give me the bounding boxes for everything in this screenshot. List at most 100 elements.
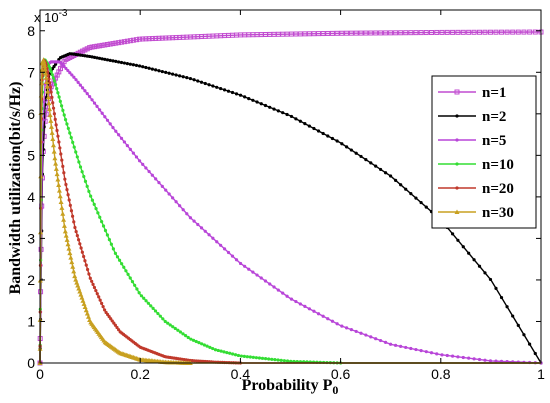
series-point <box>335 322 339 326</box>
series-point <box>108 122 112 126</box>
series-point <box>334 30 340 36</box>
series-point <box>527 29 533 35</box>
series-point <box>340 324 344 328</box>
series-point <box>383 340 388 345</box>
series-point <box>160 184 164 188</box>
series-point <box>121 39 127 45</box>
series-point <box>78 83 82 87</box>
series-point <box>63 118 68 122</box>
series-point <box>171 325 175 329</box>
series-point <box>51 76 55 80</box>
series-point <box>50 73 54 77</box>
series-point <box>340 142 344 146</box>
series-point <box>219 349 223 353</box>
series-point <box>71 214 75 218</box>
series-point <box>325 30 331 36</box>
y-axis-multiplier: x 10-3 <box>34 8 68 25</box>
series-point <box>329 30 335 36</box>
series-point <box>167 192 171 196</box>
series-point <box>515 29 521 35</box>
series-point <box>429 351 434 355</box>
series-point <box>66 246 72 251</box>
series-point <box>153 35 159 41</box>
series-point <box>213 348 218 352</box>
series-point <box>134 63 139 67</box>
series-point <box>53 82 58 87</box>
series-point <box>326 134 330 138</box>
series-point <box>90 279 94 283</box>
series-point <box>38 173 44 179</box>
series-point <box>471 29 477 35</box>
series-point <box>276 358 280 362</box>
y-tick-label: 7 <box>27 64 35 80</box>
series-point <box>103 228 108 233</box>
series-point <box>156 311 160 316</box>
series-point <box>354 151 358 155</box>
series-point <box>45 94 51 100</box>
series-point <box>393 343 398 347</box>
series-point <box>103 57 107 61</box>
series-point <box>292 359 296 364</box>
series-point <box>107 237 111 242</box>
series-point <box>344 30 350 36</box>
series-point <box>150 67 154 71</box>
series-point <box>144 166 148 170</box>
series-point <box>108 58 112 62</box>
series-point <box>43 75 49 80</box>
series-point <box>472 258 476 262</box>
series-point <box>285 294 289 298</box>
series-point <box>379 167 383 172</box>
legend: n=1 n=2 n=5 n=10 n=20 n=30 <box>431 75 537 229</box>
series-point <box>374 337 378 341</box>
series-point <box>289 359 293 363</box>
series-point <box>532 29 538 35</box>
series-point <box>95 292 99 296</box>
series-point <box>122 140 127 144</box>
series-point <box>109 242 113 246</box>
series-point <box>105 233 110 237</box>
series-point <box>321 314 325 318</box>
series-point <box>373 30 379 36</box>
series-point <box>399 344 403 348</box>
series-point <box>122 265 126 269</box>
series-point <box>424 205 428 209</box>
series-point <box>64 66 68 71</box>
series-point <box>171 196 175 200</box>
y-axis-ticks: 0 1 2 3 4 5 6 7 8 <box>27 23 541 371</box>
series-point <box>81 86 85 90</box>
series-point <box>141 65 145 69</box>
series-point <box>115 325 119 330</box>
series-point <box>52 155 58 161</box>
series-point <box>76 80 80 84</box>
series-point <box>94 43 100 49</box>
series-point <box>48 124 54 129</box>
series-point <box>119 60 124 65</box>
series-point <box>298 302 302 306</box>
series-point <box>263 103 268 108</box>
series-point <box>62 113 66 117</box>
series-point <box>146 301 150 305</box>
series-point <box>228 351 232 355</box>
series-point <box>74 150 78 154</box>
series-point <box>494 359 498 363</box>
series-point <box>84 263 88 267</box>
series-point <box>56 188 62 193</box>
series-point <box>225 350 229 355</box>
series-point <box>105 41 111 47</box>
series-point <box>103 308 107 312</box>
series-point <box>128 147 132 151</box>
series-point <box>47 77 51 81</box>
series-point <box>483 358 487 362</box>
series-point <box>383 171 388 175</box>
series-point <box>267 357 271 361</box>
series-point <box>320 31 326 37</box>
series-point <box>76 238 81 242</box>
series-point <box>58 199 64 205</box>
series-point <box>247 96 251 101</box>
series-point <box>81 301 87 306</box>
series-point <box>163 35 169 41</box>
series-point <box>499 29 505 35</box>
series-point <box>419 200 423 205</box>
series-point <box>439 29 445 35</box>
series-point <box>130 280 135 284</box>
